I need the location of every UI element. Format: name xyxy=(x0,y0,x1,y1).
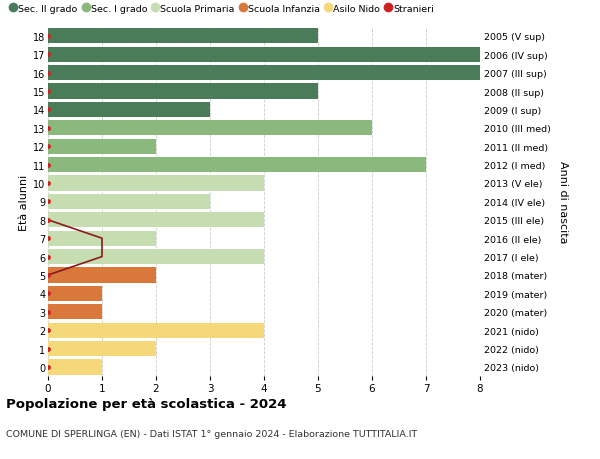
Text: COMUNE DI SPERLINGA (EN) - Dati ISTAT 1° gennaio 2024 - Elaborazione TUTTITALIA.: COMUNE DI SPERLINGA (EN) - Dati ISTAT 1°… xyxy=(6,429,417,438)
Bar xyxy=(48,140,156,154)
Bar xyxy=(48,195,210,209)
Legend: Sec. II grado, Sec. I grado, Scuola Primaria, Scuola Infanzia, Asilo Nido, Stran: Sec. II grado, Sec. I grado, Scuola Prim… xyxy=(11,5,434,14)
Bar xyxy=(48,323,264,338)
Bar xyxy=(48,48,480,62)
Bar xyxy=(48,250,264,264)
Bar xyxy=(48,121,372,136)
Bar xyxy=(48,158,426,173)
Bar xyxy=(48,231,156,246)
Bar xyxy=(48,268,156,283)
Bar xyxy=(48,360,102,375)
Bar xyxy=(48,213,264,228)
Bar xyxy=(48,66,480,81)
Bar xyxy=(48,286,102,301)
Y-axis label: Età alunni: Età alunni xyxy=(19,174,29,230)
Bar xyxy=(48,176,264,191)
Text: Popolazione per età scolastica - 2024: Popolazione per età scolastica - 2024 xyxy=(6,397,287,410)
Bar xyxy=(48,84,318,99)
Bar xyxy=(48,305,102,319)
Bar xyxy=(48,29,318,44)
Bar xyxy=(48,341,156,356)
Y-axis label: Anni di nascita: Anni di nascita xyxy=(558,161,568,243)
Bar xyxy=(48,103,210,118)
